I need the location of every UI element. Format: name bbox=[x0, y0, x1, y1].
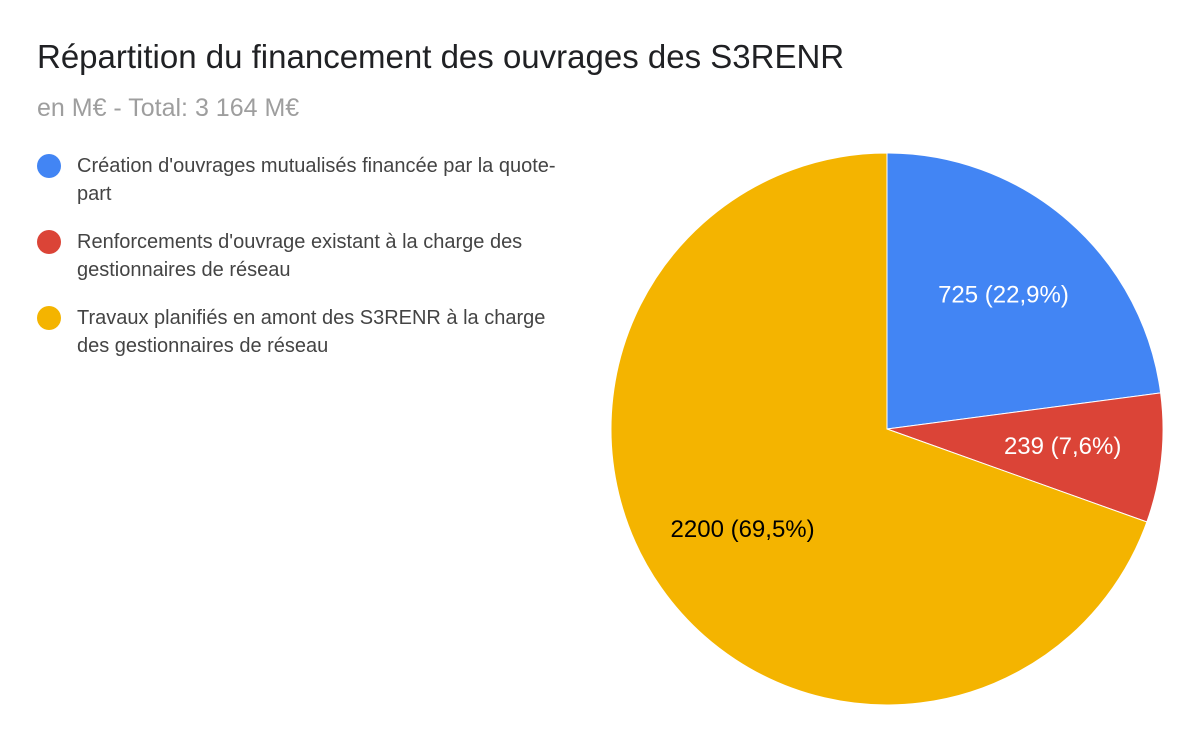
legend-swatch-renforcements bbox=[37, 230, 61, 254]
legend-item-travaux[interactable]: Travaux planifiés en amont des S3RENR à … bbox=[37, 304, 577, 360]
chart-legend: Création d'ouvrages mutualisés financée … bbox=[37, 152, 577, 380]
pie-slices bbox=[610, 152, 1164, 706]
chart-subtitle: en M€ - Total: 3 164 M€ bbox=[37, 94, 300, 122]
legend-item-renforcements[interactable]: Renforcements d'ouvrage existant à la ch… bbox=[37, 228, 577, 284]
legend-swatch-mutualises bbox=[37, 154, 61, 178]
pie-label-mutualises: 725 (22,9%) bbox=[938, 282, 1069, 309]
chart-title: Répartition du financement des ouvrages … bbox=[37, 38, 845, 75]
pie-label-travaux: 2200 (69,5%) bbox=[671, 516, 815, 543]
pie-slice-renforcements[interactable] bbox=[886, 392, 1164, 523]
pie-label-renforcements: 239 (7,6%) bbox=[1004, 433, 1121, 460]
legend-label-renforcements: Renforcements d'ouvrage existant à la ch… bbox=[77, 231, 523, 281]
pie-slice-mutualises[interactable] bbox=[886, 152, 1162, 430]
pie-slice-travaux[interactable] bbox=[610, 152, 1148, 706]
legend-item-mutualises[interactable]: Création d'ouvrages mutualisés financée … bbox=[37, 152, 577, 208]
legend-swatch-travaux bbox=[37, 306, 61, 330]
legend-label-mutualises: Création d'ouvrages mutualisés financée … bbox=[77, 155, 556, 205]
legend-label-travaux: Travaux planifiés en amont des S3RENR à … bbox=[77, 307, 546, 357]
pie-data-labels: 725 (22,9%) 239 (7,6%) 2200 (69,5%) bbox=[671, 282, 1122, 544]
